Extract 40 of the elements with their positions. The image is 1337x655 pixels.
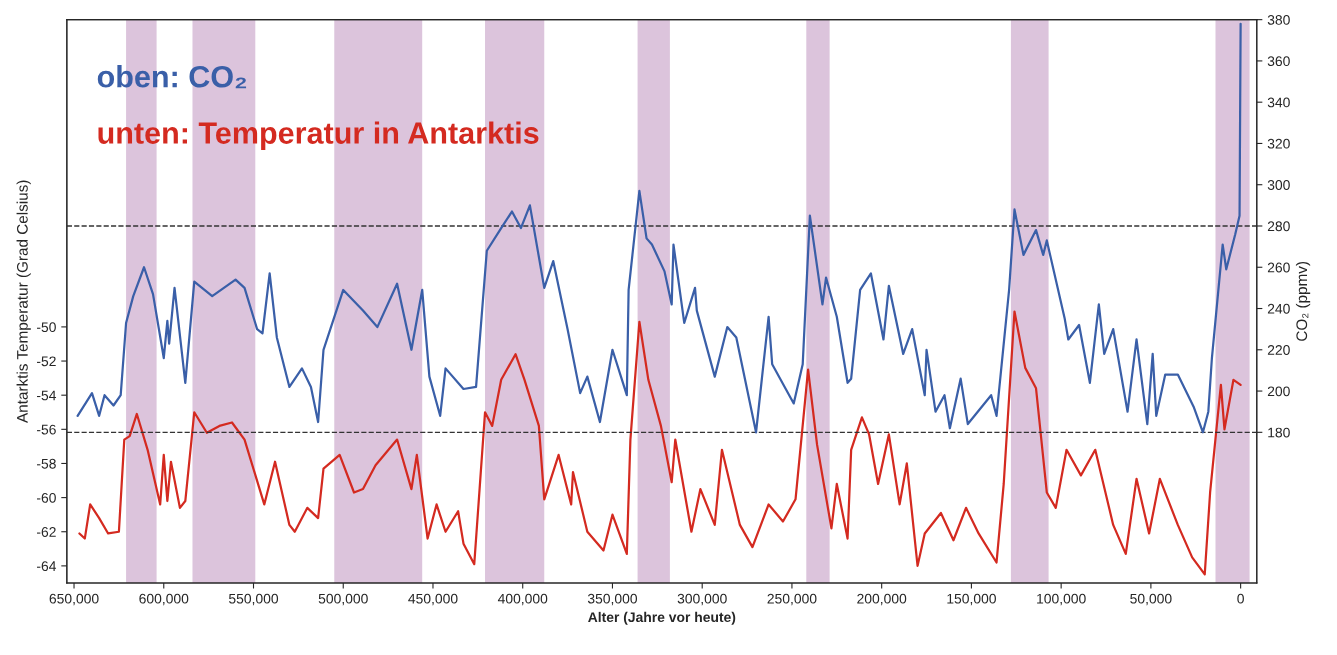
x-tick-label: 500,000: [318, 593, 368, 606]
y2-tick-label: 260: [1267, 262, 1290, 273]
text: oben: CO₂: [97, 65, 247, 89]
y-tick-label: -62: [36, 527, 56, 537]
x-tick-label: 250,000: [767, 593, 817, 606]
y-tick-label: -60: [36, 492, 56, 503]
x-tick-label: 600,000: [139, 593, 189, 606]
x-tick-label: 650,000: [49, 593, 99, 606]
x-axis-title: Alter (Jahre vor heute): [588, 611, 736, 625]
x-tick-label: 0: [1237, 593, 1244, 604]
x-tick-label: 150,000: [947, 593, 996, 606]
x-tick-label: 350,000: [587, 593, 638, 606]
y-tick-label: -52: [36, 356, 56, 367]
x-tick-label: 550,000: [228, 593, 279, 606]
y2-tick-label: 200: [1267, 386, 1290, 397]
y-tick-label: -58: [36, 458, 56, 469]
y-tick-label: -50: [36, 322, 56, 333]
y2-axis-title: CO₂ (ppmv): [1295, 261, 1311, 341]
y2-tick-label: 340: [1267, 97, 1290, 108]
y-tick-label: -56: [36, 424, 56, 435]
y2-tick-label: 240: [1267, 303, 1290, 314]
line-series: [78, 310, 1242, 576]
x-tick-label: 400,000: [497, 593, 548, 606]
x-tick-label: 200,000: [857, 593, 907, 606]
line-series: [76, 22, 1242, 434]
text: unten: Temperatur in Antarktis: [98, 121, 539, 150]
y2-tick-label: 300: [1267, 180, 1290, 190]
y-axis-title: Antarktis Temperatur (Grad Celsius): [16, 180, 31, 423]
y-tick-label: -54: [36, 390, 57, 401]
x-tick-label: 450,000: [408, 593, 458, 606]
x-tick-label: 100,000: [1037, 593, 1086, 606]
x-tick-label: 50,000: [1130, 593, 1172, 606]
y2-tick-label: 220: [1267, 345, 1290, 355]
y-tick-label: -64: [36, 561, 57, 572]
y2-tick-label: 320: [1267, 138, 1290, 149]
y2-tick-label: 280: [1267, 221, 1290, 232]
y2-tick-label: 380: [1267, 14, 1290, 25]
y2-tick-label: 360: [1267, 56, 1290, 67]
x-tick-label: 300,000: [677, 593, 727, 606]
y2-tick-label: 180: [1268, 427, 1290, 438]
